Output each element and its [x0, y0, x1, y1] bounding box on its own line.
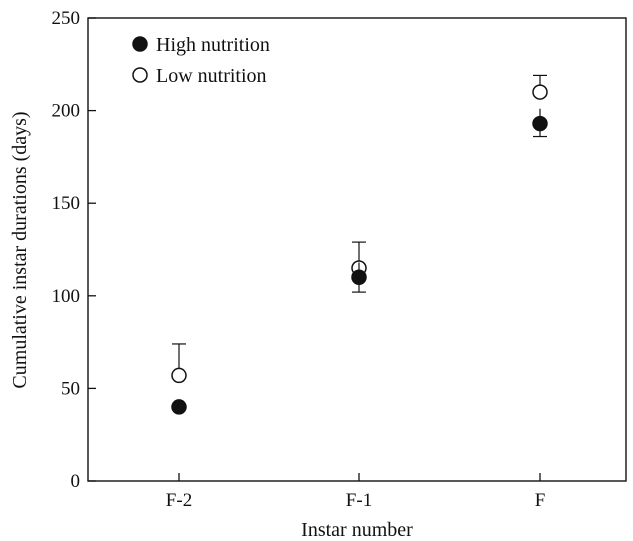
y-tick-label: 100 — [52, 286, 81, 307]
data-point-high-nutrition — [171, 399, 187, 415]
legend-label-high-nutrition: High nutrition — [156, 34, 270, 56]
x-tick-label: F-2 — [166, 490, 192, 511]
data-point-high-nutrition — [351, 269, 367, 286]
y-axis-label: Cumulative instar durations (days) — [9, 111, 31, 388]
legend-marker-low-nutrition — [132, 67, 148, 83]
series-layer — [171, 74, 548, 415]
y-tick-label: 200 — [52, 101, 81, 122]
legend: High nutrition Low nutrition — [132, 34, 270, 87]
x-tick-label: F — [535, 490, 546, 511]
data-point-low-nutrition — [532, 84, 548, 100]
x-tick-label: F-1 — [346, 490, 372, 511]
y-tick-label: 250 — [52, 8, 81, 29]
x-axis-ticks: F-2 F-1 F — [166, 473, 545, 511]
y-tick-label: 0 — [71, 471, 81, 492]
y-axis-ticks: 0 50 100 150 200 250 — [52, 8, 96, 492]
x-axis-label: Instar number — [301, 519, 413, 541]
series-high-nutrition — [171, 108, 548, 415]
data-point-high-nutrition — [532, 115, 548, 132]
plot-frame — [87, 17, 627, 482]
series-low-nutrition — [171, 74, 548, 384]
y-tick-label: 50 — [61, 378, 80, 399]
legend-label-low-nutrition: Low nutrition — [156, 65, 267, 87]
y-tick-label: 150 — [52, 193, 81, 214]
data-point-low-nutrition — [171, 367, 187, 384]
legend-marker-high-nutrition — [132, 36, 148, 52]
axes-layer — [87, 17, 627, 482]
